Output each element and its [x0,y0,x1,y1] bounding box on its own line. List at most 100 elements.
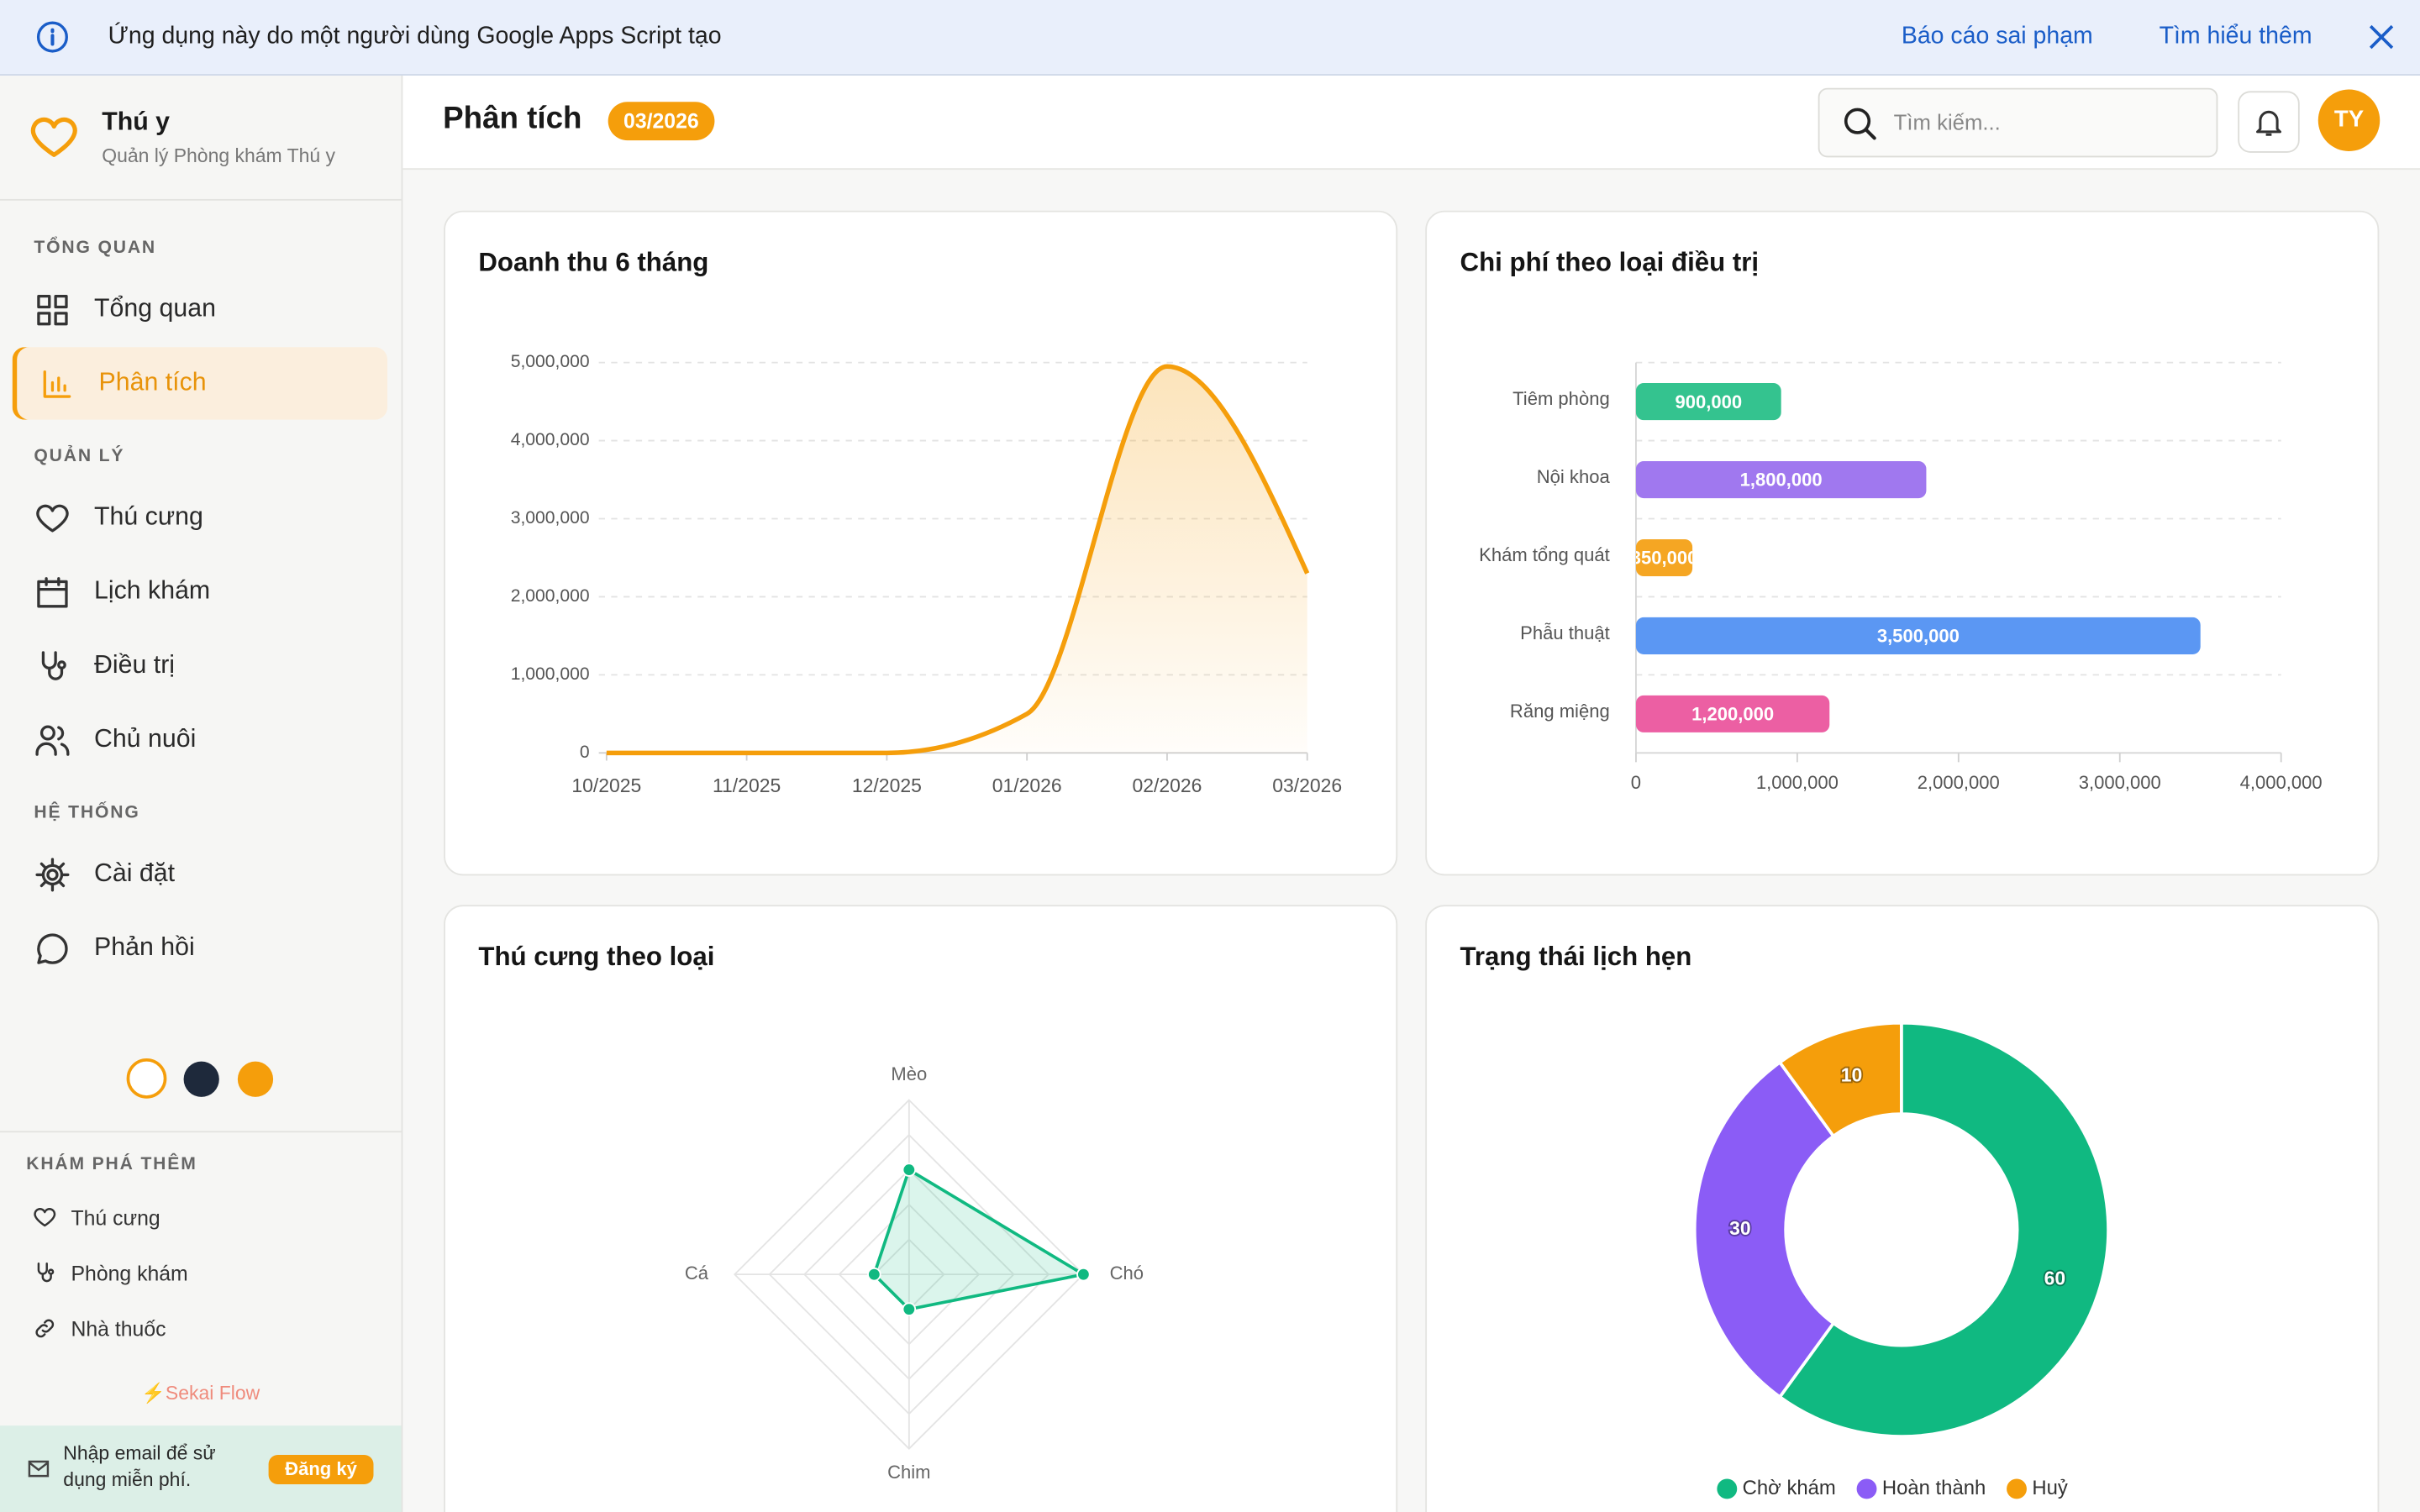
explore-item[interactable]: Nhà thuốc [26,1313,334,1347]
nav-icon [34,1208,56,1227]
card [1425,210,2380,876]
close-button[interactable] [2368,24,2396,51]
divider [0,1131,402,1133]
search-box[interactable]: Tìm kiếm... [1818,87,2218,158]
nav-item[interactable]: Chủ nuôi [13,704,387,776]
nav-item[interactable]: Lịch khám [13,555,387,627]
search-placeholder: Tìm kiếm... [1893,109,2001,134]
card [444,905,1398,1512]
bar-label: 900,000 [1675,391,1742,412]
nav-label: Phân tích [98,368,207,397]
theme-orange[interactable] [237,1061,274,1097]
banner-message: Ứng dụng này do một người dùng Google Ap… [108,23,722,50]
x-tick-label: 01/2026 [992,774,1062,796]
x-tick-label: 2,000,000 [1918,772,2000,793]
nav-label: Điều trị [94,651,176,680]
bar [1635,617,2201,654]
explore-label: Phòng khám [71,1262,188,1285]
donut-slice [1777,1021,2110,1438]
signup-button[interactable]: Đăng ký [268,1455,374,1484]
dashboard: Doanh thu 6 tháng Chi phí theo loại điều… [444,210,2380,1512]
bar [1635,383,1781,421]
nav-item[interactable]: Thú cưng [13,481,387,554]
nav-item[interactable]: Phản hồi [13,912,387,984]
y-tick-label: Nội khoa [1537,466,1611,487]
x-tick-label: 03/2026 [1272,774,1342,796]
icon-glyph [37,1263,55,1283]
nav-icon [37,933,68,964]
bar [1635,538,1693,577]
bar [1635,461,1927,499]
report-link[interactable]: Báo cáo sai phạm [1901,23,2093,50]
icon-glyph [34,1208,56,1227]
search-lens [1844,108,1871,134]
page-title: Phân tích [443,102,582,136]
period-badge[interactable]: 03/2026 [608,102,715,141]
radar-point [902,1302,917,1316]
area [606,366,1307,753]
credit[interactable]: ⚡Sekai Flow [0,1383,402,1406]
mail-icon [28,1460,50,1478]
sidebar: Thú y Quản lý Phòng khám Thú y TỔNG QUAN… [0,76,403,1512]
legend-swatch [2007,1478,2027,1499]
bar-label: 350,000 [1631,548,1698,569]
x-tick-label: 4,000,000 [2240,772,2323,793]
nav-label: Tổng quan [94,294,216,323]
section-title: HỆ THỐNG [34,803,140,822]
line [606,364,1310,756]
y-tick-label: 1,000,000 [511,664,590,684]
icon-glyph [37,577,68,608]
x-tick-label: 0 [1631,772,1641,793]
icon-glyph [43,370,71,398]
card-title: Doanh thu 6 tháng [478,247,708,276]
axis-label: Cá [685,1263,709,1284]
signup-text: Nhập email để sử dụng miễn phí. [63,1442,216,1491]
y-tick-label: 2,000,000 [511,586,590,606]
explore-label: Thú cưng [71,1206,160,1230]
theme-dark[interactable] [183,1061,219,1097]
nav-label: Lịch khám [94,576,211,605]
x-tick-label: 02/2026 [1132,774,1202,796]
bell-glyph [2256,110,2281,136]
axis-label: Chim [887,1462,930,1483]
avatar[interactable]: TY [2317,89,2381,151]
donut-slice [1692,1060,1836,1399]
icon-glyph [35,725,70,756]
axis-label: Mèo [891,1063,927,1084]
radar-point [902,1163,917,1177]
learn-more-link[interactable]: Tìm hiểu thêm [2159,23,2312,50]
icon-glyph [41,651,66,680]
icon-glyph [37,294,68,326]
nav-item[interactable]: Điều trị [13,629,387,701]
y-tick-label: 0 [580,743,590,762]
notification-button[interactable] [2238,91,2300,153]
x-tick-label: 1,000,000 [1756,772,1839,793]
nav-item[interactable]: Tổng quan [13,273,387,345]
radar-point [1076,1267,1091,1282]
explore-item[interactable]: Thú cưng [26,1202,334,1236]
nav-label: Phản hồi [94,933,195,962]
nav-label: Thú cưng [94,502,203,531]
brand-heart [30,117,77,157]
legend-label: Hoàn thành [1882,1477,1986,1499]
info-icon [36,21,68,53]
explore-item[interactable]: Phòng khám [26,1257,334,1291]
brand-icon [30,117,77,157]
radar-point [867,1267,881,1282]
brand-subtitle: Quản lý Phòng khám Thú y [102,144,336,167]
nav-icon [37,294,68,326]
theme-light[interactable] [126,1058,167,1099]
nav-label: Cài đặt [94,859,176,888]
credit-icon: ⚡ [141,1382,166,1404]
y-tick-label: Khám tổng quát [1479,544,1610,565]
slice-label: 30 [1729,1217,1751,1239]
search-handle [1864,128,1876,140]
legend-label: Chờ khám [1743,1477,1836,1499]
legend-swatch [1717,1478,1738,1499]
nav-item[interactable]: Cài đặt [13,837,387,910]
nav-item[interactable]: Phân tích [12,347,388,420]
legend-swatch [1856,1478,1877,1499]
icon-glyph [36,504,69,533]
nav-icon [35,858,70,892]
